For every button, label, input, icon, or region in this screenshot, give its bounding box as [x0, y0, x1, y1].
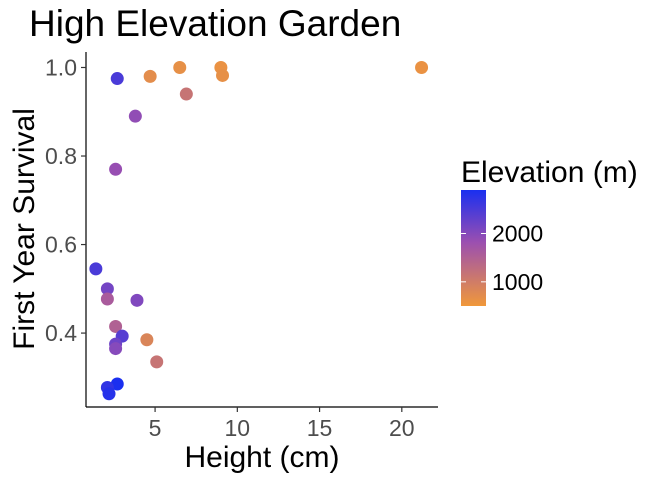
y-tick-label: 0.6: [45, 232, 77, 258]
plot-area: 5 10 15 20 0.4 0.6 0.8 1.0: [45, 52, 438, 441]
x-ticks: 5 10 15 20: [149, 407, 415, 441]
y-axis-label: First Year Survival: [8, 108, 41, 350]
data-point: [100, 292, 114, 306]
x-tick-label: 10: [225, 415, 251, 441]
data-point: [150, 355, 164, 369]
data-point: [102, 387, 116, 401]
y-tick-label: 1.0: [45, 54, 77, 80]
x-axis-label: Height (cm): [184, 441, 339, 474]
data-point: [415, 60, 429, 74]
legend-title: Elevation (m): [461, 156, 638, 189]
y-ticks: 0.4 0.6 0.8 1.0: [45, 54, 86, 346]
data-point: [140, 333, 154, 347]
y-tick-label: 0.4: [45, 320, 77, 346]
legend-ticks: 2000 1000: [461, 221, 543, 295]
data-point: [216, 68, 230, 82]
data-point: [109, 319, 123, 333]
data-point: [173, 60, 187, 74]
data-point: [128, 109, 142, 123]
data-point: [110, 72, 124, 86]
data-points: [89, 60, 429, 401]
x-tick-label: 15: [307, 415, 333, 441]
data-point: [130, 293, 144, 307]
chart-title: High Elevation Garden: [29, 3, 401, 44]
legend-tick-label: 2000: [492, 221, 543, 247]
legend-tick-label: 1000: [492, 269, 543, 295]
y-tick-label: 0.8: [45, 143, 77, 169]
x-tick-label: 20: [389, 415, 415, 441]
data-point: [110, 377, 124, 391]
x-tick-label: 5: [149, 415, 162, 441]
legend-colorbar: [461, 190, 486, 306]
data-point: [179, 87, 193, 101]
data-point: [100, 282, 114, 296]
data-point: [89, 262, 103, 276]
data-point: [109, 162, 123, 176]
data-point: [143, 69, 157, 83]
data-point: [109, 342, 123, 356]
legend: Elevation (m) 2000 1000: [461, 156, 638, 306]
